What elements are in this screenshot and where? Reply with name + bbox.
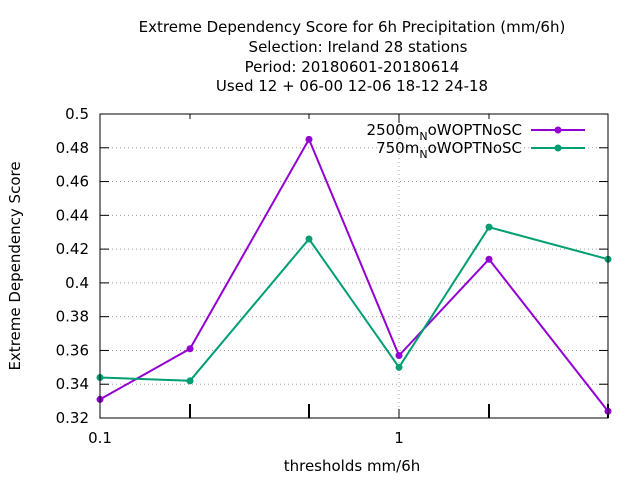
y-tick-label: 0.42 — [56, 240, 89, 258]
title-line-3: Period: 20180601-20180614 — [245, 58, 460, 76]
x-tick-label: 0.1 — [88, 429, 112, 447]
series-2-point — [485, 223, 493, 231]
chart-title: Extreme Dependency Score for 6h Precipit… — [139, 18, 566, 95]
legend-marker-2 — [554, 144, 562, 152]
series-1-point — [485, 255, 493, 263]
y-axis-label: Extreme Dependency Score — [6, 161, 24, 370]
y-tick-label: 0.48 — [56, 139, 89, 157]
series-1-point — [305, 135, 313, 143]
plot-frame — [99, 113, 609, 419]
legend-label-2: 750mNoWOPTNoSC — [376, 139, 522, 161]
series-1-point — [186, 345, 194, 353]
x-axis-label: thresholds mm/6h — [284, 457, 421, 475]
series-line-2 — [99, 226, 609, 382]
y-tick-label: 0.5 — [65, 105, 89, 123]
title-line-1: Extreme Dependency Score for 6h Precipit… — [139, 18, 566, 36]
series-1-point — [395, 352, 403, 360]
series-2-point — [395, 363, 403, 371]
legend-label-1: 2500mNoWOPTNoSC — [367, 121, 522, 143]
series-2-point — [305, 235, 313, 243]
series-line-1 — [99, 138, 609, 412]
y-tick-label: 0.36 — [56, 341, 89, 359]
y-tick-label: 0.34 — [56, 375, 89, 393]
title-line-4: Used 12 + 06-00 12-06 18-12 24-18 — [216, 77, 488, 95]
y-tick-label: 0.46 — [56, 173, 89, 191]
x-tick-label: 1 — [394, 429, 404, 447]
series-lines — [96, 135, 612, 415]
y-tick-label: 0.38 — [56, 308, 89, 326]
grid — [100, 114, 608, 418]
series-2-point — [186, 377, 194, 385]
axis-ticks: 0.32 0.34 0.36 0.38 0.4 0.42 0.44 0.46 0.48 0.5 0.… — [56, 105, 609, 447]
legend-marker-1 — [554, 126, 562, 134]
y-tick-label: 0.32 — [56, 409, 89, 427]
title-line-2: Selection: Ireland 28 stations — [249, 38, 468, 56]
y-tick-label: 0.44 — [56, 206, 89, 224]
y-tick-label: 0.4 — [65, 274, 89, 292]
